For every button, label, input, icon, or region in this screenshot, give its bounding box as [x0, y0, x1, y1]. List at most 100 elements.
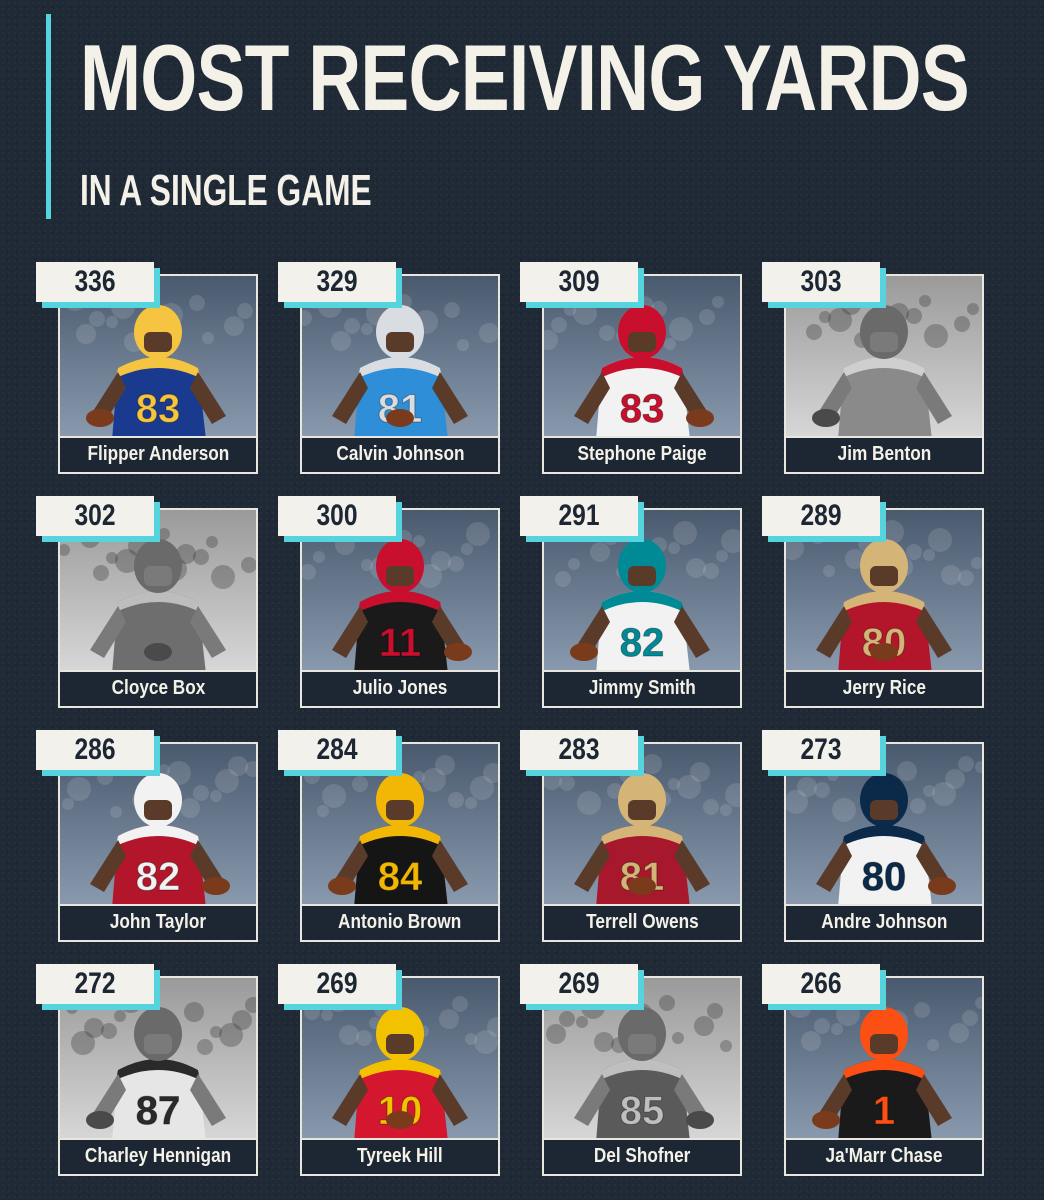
- player-name: Andre Johnson: [820, 911, 948, 933]
- player-name-bar: Charley Hennigan: [60, 1138, 256, 1174]
- player-illustration: 82: [544, 510, 740, 674]
- player-photo-frame: 80 Jerry Rice: [784, 508, 984, 708]
- yards-value-box: 284: [278, 730, 396, 770]
- player-card: 82 John Taylor 286: [36, 730, 258, 942]
- yards-value: 329: [316, 265, 358, 298]
- player-name: Charley Hennigan: [84, 1145, 232, 1167]
- yards-badge: 300: [278, 496, 402, 542]
- football-icon: [812, 1111, 840, 1129]
- player-name: Jim Benton: [837, 443, 931, 465]
- yards-value-box: 300: [278, 496, 396, 536]
- yards-value-box: 302: [36, 496, 154, 536]
- yards-value: 284: [316, 733, 358, 766]
- football-icon: [686, 1111, 714, 1129]
- player-name: Jerry Rice: [842, 677, 926, 699]
- player-name: Cloyce Box: [111, 677, 205, 699]
- football-icon: [202, 877, 230, 895]
- yards-badge: 266: [762, 964, 886, 1010]
- yards-badge: 284: [278, 730, 402, 776]
- player-card: 87 Charley Hennigan 272: [36, 964, 258, 1176]
- yards-value-box: 336: [36, 262, 154, 302]
- football-icon: [328, 877, 356, 895]
- player-card: 80 Andre Johnson 273: [762, 730, 984, 942]
- yards-value-box: 329: [278, 262, 396, 302]
- yards-value: 336: [74, 265, 116, 298]
- yards-value: 309: [558, 265, 600, 298]
- player-name: John Taylor: [109, 911, 207, 933]
- player-name-bar: Jim Benton: [786, 436, 982, 472]
- yards-value: 302: [74, 499, 116, 532]
- jersey-number: 85: [620, 1089, 665, 1133]
- football-icon: [870, 643, 898, 661]
- yards-badge: 273: [762, 730, 886, 776]
- player-name-bar: Jimmy Smith: [544, 670, 740, 706]
- yards-value-box: 309: [520, 262, 638, 302]
- football-icon: [686, 409, 714, 427]
- player-name-bar: Flipper Anderson: [60, 436, 256, 472]
- player-name: Antonio Brown: [338, 911, 462, 933]
- football-icon: [386, 409, 414, 427]
- player-card: 83 Flipper Anderson 336: [36, 262, 258, 474]
- yards-value-box: 286: [36, 730, 154, 770]
- yards-value-box: 269: [278, 964, 396, 1004]
- yards-badge: 286: [36, 730, 160, 776]
- player-name-bar: Calvin Johnson: [302, 436, 498, 472]
- jersey-number: 83: [136, 387, 181, 431]
- yards-badge: 303: [762, 262, 886, 308]
- player-name-bar: John Taylor: [60, 904, 256, 940]
- yards-value-box: 303: [762, 262, 880, 302]
- yards-badge: 289: [762, 496, 886, 542]
- player-name-bar: Stephone Paige: [544, 436, 740, 472]
- player-illustration: 80: [786, 510, 982, 674]
- yards-value: 303: [800, 265, 842, 298]
- yards-value: 283: [558, 733, 600, 766]
- player-card: 83 Stephone Paige 309: [520, 262, 742, 474]
- page-title: MOST RECEIVING YARDS: [80, 25, 970, 130]
- player-card: 80 Jerry Rice 289: [762, 496, 984, 708]
- yards-value-box: 266: [762, 964, 880, 1004]
- accent-bar: [46, 14, 51, 219]
- player-card: 84 Antonio Brown 284: [278, 730, 500, 942]
- player-photo: 80: [786, 510, 982, 674]
- yards-value: 269: [316, 967, 358, 1000]
- yards-value-box: 272: [36, 964, 154, 1004]
- jersey-number: 11: [379, 621, 421, 665]
- jersey-number: 87: [136, 1089, 181, 1133]
- player-card: 11 Julio Jones 300: [278, 496, 500, 708]
- player-card: 82 Jimmy Smith 291: [520, 496, 742, 708]
- football-icon: [444, 643, 472, 661]
- yards-value-box: 289: [762, 496, 880, 536]
- yards-value-box: 273: [762, 730, 880, 770]
- football-icon: [86, 1111, 114, 1129]
- yards-badge: 269: [278, 964, 402, 1010]
- yards-value: 291: [558, 499, 600, 532]
- yards-badge: 329: [278, 262, 402, 308]
- jersey-number: 84: [378, 855, 423, 899]
- player-name-bar: Cloyce Box: [60, 670, 256, 706]
- player-name-bar: Andre Johnson: [786, 904, 982, 940]
- player-name: Del Shofner: [593, 1145, 691, 1167]
- player-photo: 82: [544, 510, 740, 674]
- football-icon: [386, 1111, 414, 1129]
- player-name-bar: Julio Jones: [302, 670, 498, 706]
- player-name: Jimmy Smith: [588, 677, 696, 699]
- jersey-number: 1: [873, 1089, 895, 1133]
- yards-badge: 283: [520, 730, 644, 776]
- player-name: Terrell Owens: [585, 911, 699, 933]
- player-name: Flipper Anderson: [87, 443, 229, 465]
- jersey-number: 83: [620, 387, 665, 431]
- page-subtitle: IN A SINGLE GAME: [80, 166, 372, 215]
- player-name-bar: Ja'Marr Chase: [786, 1138, 982, 1174]
- yards-value-box: 269: [520, 964, 638, 1004]
- yards-badge: 272: [36, 964, 160, 1010]
- jersey-number: 82: [620, 621, 665, 665]
- football-icon: [570, 643, 598, 661]
- player-name-bar: Antonio Brown: [302, 904, 498, 940]
- player-name-bar: Jerry Rice: [786, 670, 982, 706]
- player-card: Jim Benton 303: [762, 262, 984, 474]
- player-name: Stephone Paige: [577, 443, 707, 465]
- player-name: Calvin Johnson: [335, 443, 465, 465]
- yards-badge: 309: [520, 262, 644, 308]
- football-icon: [86, 409, 114, 427]
